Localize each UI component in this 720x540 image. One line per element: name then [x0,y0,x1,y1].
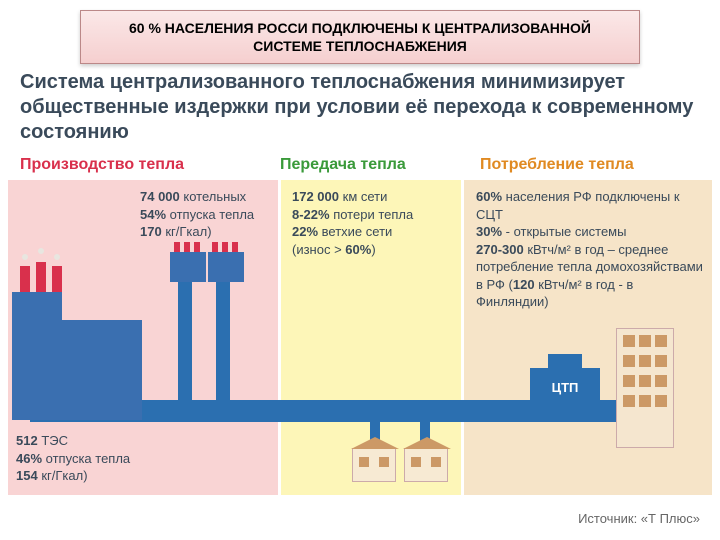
smoke-icon [54,254,60,260]
source-credit: Источник: «Т Плюс» [578,511,700,526]
power-plant-icon [12,320,142,420]
boiler-icon [170,252,206,282]
stage-label-transmission: Передача тепла [280,156,450,174]
smokestack-icon [52,266,62,292]
heat-diagram: ЦТП [0,180,720,490]
pipe-icon [178,280,192,410]
apartment-building-icon [616,328,674,448]
smoke-icon [22,254,28,260]
smoke-icon [38,248,44,254]
smokestack-icon [20,266,30,292]
stage-label-production: Производство тепла [20,156,260,174]
ctp-substation-icon: ЦТП [530,368,600,422]
stage-labels: Производство тепла Передача тепла Потреб… [0,156,720,174]
stage-label-consumption: Потребление тепла [480,156,634,174]
subtitle: Система централизованного теплоснабжения… [20,70,700,145]
house-icon [352,448,396,482]
pipe-icon [216,280,230,410]
house-icon [404,448,448,482]
boiler-icon [208,252,244,282]
smokestack-icon [36,262,46,292]
headline-banner: 60 % НАСЕЛЕНИЯ РОССИ ПОДКЛЮЧЕНЫ К ЦЕНТРА… [80,10,640,64]
